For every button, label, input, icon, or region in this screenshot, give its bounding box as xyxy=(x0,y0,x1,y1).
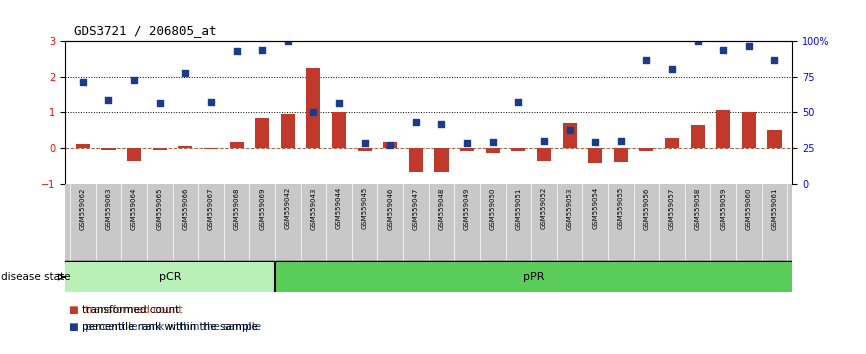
Text: GSM559056: GSM559056 xyxy=(643,187,650,230)
Bar xyxy=(152,148,167,150)
Point xyxy=(665,67,679,72)
Bar xyxy=(229,142,243,148)
Bar xyxy=(639,148,654,151)
Bar xyxy=(101,148,115,150)
Text: pPR: pPR xyxy=(523,272,545,282)
Bar xyxy=(690,125,705,148)
Text: GSM559059: GSM559059 xyxy=(721,187,727,230)
Text: GSM559069: GSM559069 xyxy=(259,187,265,230)
Text: GSM559043: GSM559043 xyxy=(310,187,316,230)
Text: ■  transformed count: ■ transformed count xyxy=(69,305,183,315)
Bar xyxy=(281,114,294,148)
Point xyxy=(767,58,781,63)
Text: GSM559060: GSM559060 xyxy=(746,187,752,230)
Text: pCR: pCR xyxy=(158,272,181,282)
Text: GSM559066: GSM559066 xyxy=(183,187,188,230)
Text: disease state: disease state xyxy=(1,272,70,282)
Bar xyxy=(511,148,526,151)
Text: transformed count: transformed count xyxy=(82,305,179,315)
Text: GSM559061: GSM559061 xyxy=(772,187,778,230)
Text: GDS3721 / 206805_at: GDS3721 / 206805_at xyxy=(74,24,216,37)
Bar xyxy=(665,138,679,148)
Bar xyxy=(204,148,218,149)
Bar xyxy=(76,144,90,148)
Text: GSM559062: GSM559062 xyxy=(80,187,86,230)
Point xyxy=(332,101,346,106)
Bar xyxy=(383,142,397,148)
Text: GSM559044: GSM559044 xyxy=(336,187,342,229)
Bar xyxy=(716,109,730,148)
Text: GSM559057: GSM559057 xyxy=(669,187,675,230)
Point xyxy=(384,142,397,148)
Bar xyxy=(435,148,449,172)
Text: GSM559055: GSM559055 xyxy=(617,187,624,229)
Bar xyxy=(537,148,551,161)
Bar xyxy=(614,148,628,162)
Text: GSM559065: GSM559065 xyxy=(157,187,163,230)
Bar xyxy=(65,262,275,292)
Point xyxy=(639,58,653,63)
Bar xyxy=(460,148,475,151)
Text: GSM559053: GSM559053 xyxy=(566,187,572,230)
Point xyxy=(742,43,756,49)
Point xyxy=(255,47,269,52)
Bar xyxy=(358,148,372,151)
Point xyxy=(460,140,474,146)
Point xyxy=(435,121,449,127)
Point xyxy=(588,139,602,145)
Point xyxy=(204,99,218,104)
Text: percentile rank within the sample: percentile rank within the sample xyxy=(82,322,258,332)
Point xyxy=(229,48,243,54)
Point xyxy=(537,138,551,144)
Point xyxy=(563,127,577,133)
Text: GSM559045: GSM559045 xyxy=(362,187,368,229)
Bar xyxy=(127,148,141,161)
Point xyxy=(307,110,320,115)
Bar xyxy=(767,130,781,148)
Text: GSM559063: GSM559063 xyxy=(106,187,112,230)
Text: GSM559047: GSM559047 xyxy=(413,187,419,230)
Point xyxy=(358,140,372,146)
Bar xyxy=(588,148,602,162)
Text: GSM559048: GSM559048 xyxy=(438,187,444,230)
Bar xyxy=(255,118,269,148)
Bar xyxy=(275,262,792,292)
Point xyxy=(76,79,90,85)
Text: GSM559050: GSM559050 xyxy=(489,187,495,230)
Point xyxy=(691,39,705,44)
Point xyxy=(716,47,730,52)
Bar xyxy=(486,148,500,153)
Point xyxy=(614,138,628,144)
Point xyxy=(486,139,500,145)
Point xyxy=(127,77,141,83)
Point xyxy=(512,99,526,104)
Bar xyxy=(409,148,423,172)
Text: GSM559051: GSM559051 xyxy=(515,187,521,230)
Bar xyxy=(307,68,320,148)
Bar xyxy=(178,147,192,148)
Text: GSM559054: GSM559054 xyxy=(592,187,598,229)
Text: GSM559064: GSM559064 xyxy=(131,187,137,230)
Text: GSM559052: GSM559052 xyxy=(541,187,547,229)
Text: GSM559058: GSM559058 xyxy=(695,187,701,230)
Bar xyxy=(563,123,577,148)
Text: GSM559068: GSM559068 xyxy=(234,187,240,230)
Text: ■  percentile rank within the sample: ■ percentile rank within the sample xyxy=(69,322,262,332)
Point xyxy=(281,39,294,44)
Bar xyxy=(742,113,756,148)
Text: GSM559067: GSM559067 xyxy=(208,187,214,230)
Text: GSM559049: GSM559049 xyxy=(464,187,470,230)
Point xyxy=(152,101,166,106)
Point xyxy=(409,120,423,125)
Text: GSM559046: GSM559046 xyxy=(387,187,393,230)
Text: GSM559042: GSM559042 xyxy=(285,187,291,229)
Point xyxy=(178,70,192,76)
Bar xyxy=(332,113,346,148)
Point xyxy=(101,97,115,103)
